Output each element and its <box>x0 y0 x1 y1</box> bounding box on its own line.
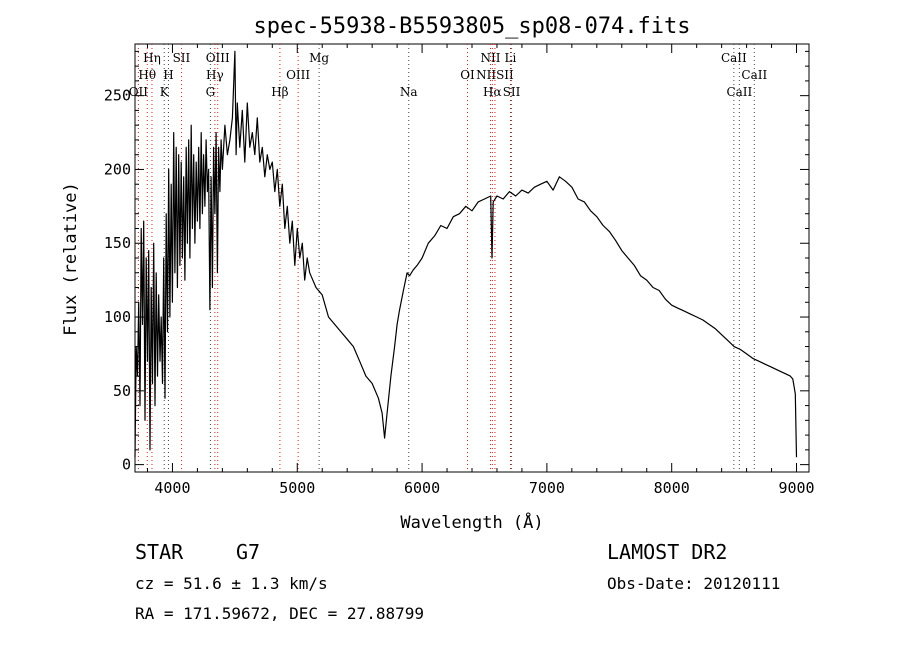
emission-label-5: Hγ <box>206 68 224 82</box>
emission-label-4: OIII <box>206 51 230 65</box>
y-tick-label-1: 50 <box>113 382 131 400</box>
chart-title: spec-55938-B5593805_sp08-074.fits <box>253 14 690 39</box>
absorption-label-2: G <box>206 85 216 99</box>
emission-label-11: Hα <box>483 85 502 99</box>
x-tick-label-3: 7000 <box>529 479 565 497</box>
absorption-label-0: H <box>163 68 173 82</box>
emission-label-6: Hβ <box>271 85 288 99</box>
emission-label-9: NII <box>480 51 500 65</box>
absorption-label-4: Na <box>400 85 418 99</box>
object-subclass: G7 <box>236 540 261 564</box>
emission-label-12: SII <box>503 85 521 99</box>
y-tick-label-4: 200 <box>104 160 131 178</box>
redshift-cz: cz = 51.6 ± 1.3 km/s <box>135 574 328 593</box>
emission-label-8: OI <box>460 68 475 82</box>
emission-label-0: Hη <box>143 51 161 65</box>
coordinates: RA = 171.59672, DEC = 27.88799 <box>135 604 424 623</box>
emission-label-1: Hθ <box>138 68 156 82</box>
emission-label-2: OII <box>129 85 149 99</box>
observation-date: Obs-Date: 20120111 <box>607 574 781 593</box>
x-tick-label-5: 9000 <box>778 479 814 497</box>
x-tick-label-0: 4000 <box>154 479 190 497</box>
absorption-label-5: Li <box>505 51 517 65</box>
x-axis-ticks: 4000 5000 6000 7000 8000 9000 <box>146 44 815 497</box>
y-tick-label-3: 150 <box>104 234 131 252</box>
y-axis-ticks: 0 50 100 150 200 250 <box>104 50 809 474</box>
y-tick-label-2: 100 <box>104 308 131 326</box>
object-class: STAR <box>135 540 184 564</box>
survey-name: LAMOST DR2 <box>607 540 728 564</box>
emission-label-7: OIII <box>286 68 310 82</box>
absorption-label-1: K <box>160 85 170 99</box>
x-tick-label-1: 5000 <box>279 479 315 497</box>
y-tick-label-5: 250 <box>104 87 131 105</box>
x-tick-label-4: 8000 <box>654 479 690 497</box>
x-tick-label-2: 6000 <box>404 479 440 497</box>
emission-label-3: SII <box>173 51 191 65</box>
absorption-label-6: CaII <box>721 51 747 65</box>
spectrum-chart: spec-55938-B5593805_sp08-074.fits Flux (… <box>61 14 815 533</box>
absorption-label-7: CaII <box>741 68 767 82</box>
absorption-label-3: Mg <box>309 51 329 65</box>
x-axis-label: Wavelength (Å) <box>400 511 543 533</box>
y-tick-label-0: 0 <box>122 456 131 474</box>
y-axis-label: Flux (relative) <box>61 182 81 336</box>
emission-label-10: NIISII <box>476 68 514 82</box>
absorption-label-8: CaII <box>726 85 752 99</box>
spectrum-series-line <box>134 50 798 458</box>
